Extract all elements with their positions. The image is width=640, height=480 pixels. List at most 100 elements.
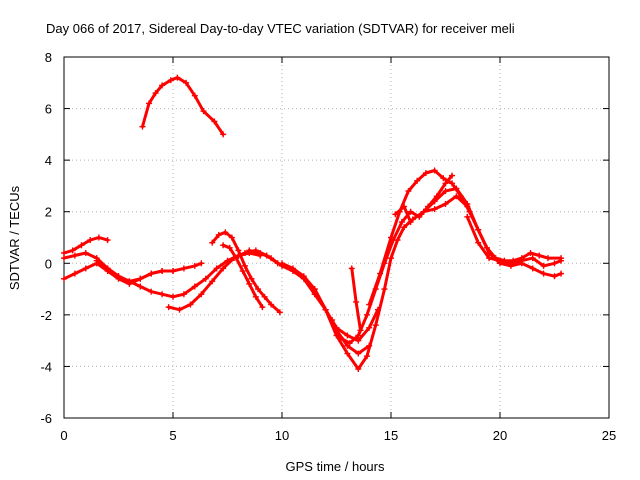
data-point	[211, 118, 218, 125]
data-point	[529, 265, 536, 272]
y-tick-label: -4	[40, 359, 52, 374]
data-point	[558, 270, 565, 277]
data-point	[226, 244, 233, 251]
y-tick-label: -2	[40, 308, 52, 323]
data-point	[355, 337, 362, 344]
axis-ticks	[63, 56, 610, 419]
series-s7	[209, 229, 283, 316]
data-point	[170, 268, 176, 275]
data-point	[527, 249, 534, 256]
data-point	[213, 265, 220, 272]
data-point	[246, 247, 253, 254]
data-point	[220, 265, 227, 272]
tick-labels: 0 5 10 15 20 25 -6 -4 -2 0 2 4 6 8	[40, 50, 616, 443]
grid-lines	[64, 57, 609, 418]
data-point	[191, 283, 198, 290]
data-point	[87, 237, 94, 244]
data-point	[198, 291, 205, 298]
data-point	[95, 234, 102, 241]
data-point	[507, 260, 514, 267]
data-point	[449, 172, 456, 179]
series-line	[167, 248, 280, 312]
data-point	[366, 324, 373, 331]
data-point	[191, 262, 198, 269]
data-point	[61, 249, 67, 256]
data-point	[407, 219, 414, 226]
y-tick-label: 4	[45, 153, 52, 168]
series-s6	[165, 247, 281, 313]
data-point	[449, 180, 456, 187]
data-point	[407, 208, 414, 215]
x-tick-label: 0	[60, 428, 67, 443]
data-point	[148, 270, 155, 277]
data-point	[440, 175, 447, 182]
data-point	[337, 335, 344, 342]
data-point	[61, 275, 67, 282]
data-point	[364, 311, 371, 318]
data-point	[442, 200, 449, 207]
data-point	[209, 239, 216, 246]
series-s8	[220, 242, 266, 311]
data-point	[329, 317, 336, 324]
data-point	[69, 247, 76, 254]
data-point	[159, 291, 166, 298]
data-point	[228, 234, 235, 241]
data-point	[300, 273, 307, 280]
data-point	[372, 322, 379, 329]
data-point	[475, 239, 482, 246]
data-point	[279, 260, 285, 267]
data-point	[357, 327, 364, 334]
data-point	[152, 90, 159, 97]
data-point	[344, 332, 351, 339]
series-s1	[139, 74, 227, 138]
x-tick-label: 20	[493, 428, 507, 443]
data-point	[322, 306, 329, 313]
y-tick-label: 2	[45, 205, 52, 220]
series-s15	[464, 213, 565, 269]
data-point	[529, 255, 536, 262]
data-point	[159, 82, 166, 89]
data-point	[176, 306, 183, 313]
y-tick-label: -6	[40, 411, 52, 426]
data-point	[355, 366, 362, 373]
data-point	[442, 180, 449, 187]
x-tick-label: 25	[602, 428, 616, 443]
data-point	[268, 301, 275, 308]
data-point	[453, 185, 460, 192]
data-point	[61, 255, 67, 262]
data-point	[146, 100, 153, 107]
data-point	[104, 237, 111, 244]
data-point	[187, 301, 194, 308]
data-point	[353, 298, 360, 305]
data-point	[392, 211, 399, 218]
x-tick-label: 15	[384, 428, 398, 443]
data-point	[551, 260, 558, 267]
data-point	[540, 262, 547, 269]
data-point	[544, 255, 551, 262]
series-s17	[392, 203, 414, 226]
data-point	[558, 257, 565, 264]
data-point	[71, 270, 78, 277]
data-point	[235, 247, 242, 254]
data-point	[82, 249, 89, 256]
data-point	[257, 249, 264, 256]
data-point	[431, 198, 438, 205]
data-series	[61, 74, 565, 373]
data-point	[388, 255, 394, 262]
data-point	[202, 275, 209, 282]
data-point	[137, 283, 144, 290]
x-tick-label: 5	[169, 428, 176, 443]
data-point	[497, 257, 503, 264]
data-point	[401, 203, 408, 210]
plot-frame	[63, 56, 610, 419]
data-point	[464, 213, 471, 220]
data-point	[215, 231, 222, 238]
data-point	[366, 301, 373, 308]
data-point	[200, 108, 207, 115]
data-point	[233, 255, 240, 262]
data-point	[104, 265, 111, 272]
data-point	[252, 293, 259, 300]
data-point	[248, 275, 255, 282]
data-point	[486, 255, 493, 262]
x-axis-title: GPS time / hours	[286, 459, 385, 474]
